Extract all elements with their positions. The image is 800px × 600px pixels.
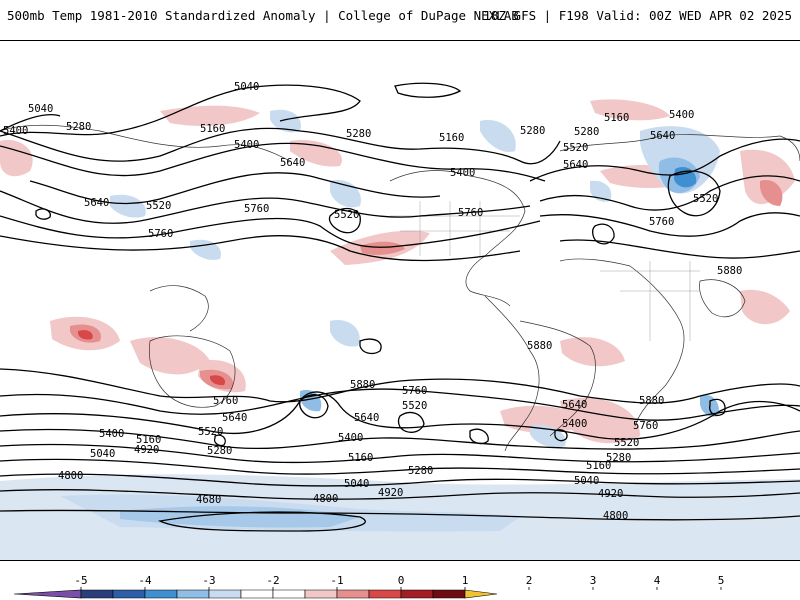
contour-label: 5160 <box>586 460 611 472</box>
colorbar-segment <box>208 589 242 599</box>
colorbar-legend: -5 -4 -3 -2 -1 0 1 2 3 4 5 <box>13 574 725 599</box>
contour-label: 5760 <box>458 207 483 219</box>
contour-label: 5160 <box>136 434 161 446</box>
contour-label: 5040 <box>344 478 369 490</box>
colorbar-segment <box>176 589 210 599</box>
contour-label: 5040 <box>28 103 53 115</box>
contour-label: 5520 <box>563 142 588 154</box>
colorbar-segment <box>144 589 178 599</box>
contour-label: 5520 <box>614 437 639 449</box>
contour-label: 5880 <box>527 340 552 352</box>
colorbar-segment <box>432 589 466 599</box>
contour-label: 5280 <box>207 445 232 457</box>
colorbar-tick-label: -1 <box>330 574 343 587</box>
anomaly-map: 5040 5040 5400 5280 5160 5400 5280 5160 … <box>0 40 800 561</box>
contour-label: 5280 <box>520 125 545 137</box>
contour-label: 5520 <box>402 400 427 412</box>
contour-label: 5760 <box>633 420 658 432</box>
contour-label: 5400 <box>562 418 587 430</box>
contour-label: 5160 <box>200 123 225 135</box>
contour-label: 5760 <box>649 216 674 228</box>
contour-label: 5400 <box>338 432 363 444</box>
contour-label: 4800 <box>58 470 83 482</box>
contour-label: 5880 <box>639 395 664 407</box>
contour-label: 5640 <box>562 399 587 411</box>
contour-label: 5880 <box>350 379 375 391</box>
contour-label: 5280 <box>408 465 433 477</box>
contour-label: 5160 <box>348 452 373 464</box>
contour-label: 5040 <box>234 81 259 93</box>
contour-label: 5040 <box>574 475 599 487</box>
colorbar-segment <box>304 589 338 599</box>
contour-label: 5280 <box>606 452 631 464</box>
colorbar-tick-label: 1 <box>462 574 469 587</box>
contour-label: 5160 <box>604 112 629 124</box>
contour-label: 5400 <box>99 428 124 440</box>
contour-label: 5160 <box>439 132 464 144</box>
map-canvas: 5040 5040 5400 5280 5160 5400 5280 5160 … <box>0 81 800 560</box>
map-header: 500mb Temp 1981-2010 Standardized Anomal… <box>0 0 800 34</box>
colorbar-tick-label: 3 <box>590 574 597 587</box>
colorbar-tick-label: 5 <box>718 574 725 587</box>
colorbar-segment <box>464 589 498 599</box>
colorbar-tick-label: -3 <box>202 574 215 587</box>
contour-label: 5520 <box>198 426 223 438</box>
contour-label: 5760 <box>148 228 173 240</box>
contour-label: 5280 <box>574 126 599 138</box>
contour-label: 5520 <box>146 200 171 212</box>
contour-label: 4800 <box>603 510 628 522</box>
contour-label: 5640 <box>222 412 247 424</box>
map-title: 500mb Temp 1981-2010 Standardized Anomal… <box>7 8 519 23</box>
contour-label: 5640 <box>84 197 109 209</box>
contour-label: 5280 <box>346 128 371 140</box>
contour-label: 5520 <box>334 209 359 221</box>
contour-label: 5640 <box>563 159 588 171</box>
contour-label: 4680 <box>196 494 221 506</box>
colorbar-segment <box>80 589 114 599</box>
contour-label: 5640 <box>280 157 305 169</box>
colorbar-tick-label: -5 <box>74 574 87 587</box>
colorbar: -5 -4 -3 -2 -1 0 1 2 3 4 5 <box>0 566 800 600</box>
contour-label: 5760 <box>244 203 269 215</box>
contour-label: 4920 <box>378 487 403 499</box>
contour-label: 5880 <box>717 265 742 277</box>
contour-label: 4920 <box>134 444 159 456</box>
contour-label: 5520 <box>693 193 718 205</box>
colorbar-segment <box>400 589 434 599</box>
colorbar-tick-label: -4 <box>138 574 152 587</box>
colorbar-tick-label: 0 <box>398 574 405 587</box>
colorbar-segment <box>336 589 370 599</box>
colorbar-tick-label: 4 <box>654 574 661 587</box>
contour-label: 4920 <box>598 488 623 500</box>
colorbar-segment <box>368 589 402 599</box>
contour-label: 5640 <box>650 130 675 142</box>
contour-label: 5040 <box>90 448 115 460</box>
contour-label: 5400 <box>234 139 259 151</box>
colorbar-tick-label: -2 <box>266 574 279 587</box>
contour-label: 5400 <box>669 109 694 121</box>
colorbar-tick-label: 2 <box>526 574 533 587</box>
model-run-info: 18Z GFS | F198 Valid: 00Z WED APR 02 202… <box>483 8 792 23</box>
contour-label: 5400 <box>450 167 475 179</box>
colorbar-segment <box>272 589 306 599</box>
colorbar-segment <box>240 589 274 599</box>
contour-label: 5760 <box>402 385 427 397</box>
colorbar-segment <box>112 589 146 599</box>
contour-label: 4800 <box>313 493 338 505</box>
contour-label: 5640 <box>354 412 379 424</box>
contour-label: 5760 <box>213 395 238 407</box>
colorbar-segment <box>13 589 82 599</box>
contour-label: 5400 <box>3 125 28 137</box>
contour-label: 5280 <box>66 121 91 133</box>
